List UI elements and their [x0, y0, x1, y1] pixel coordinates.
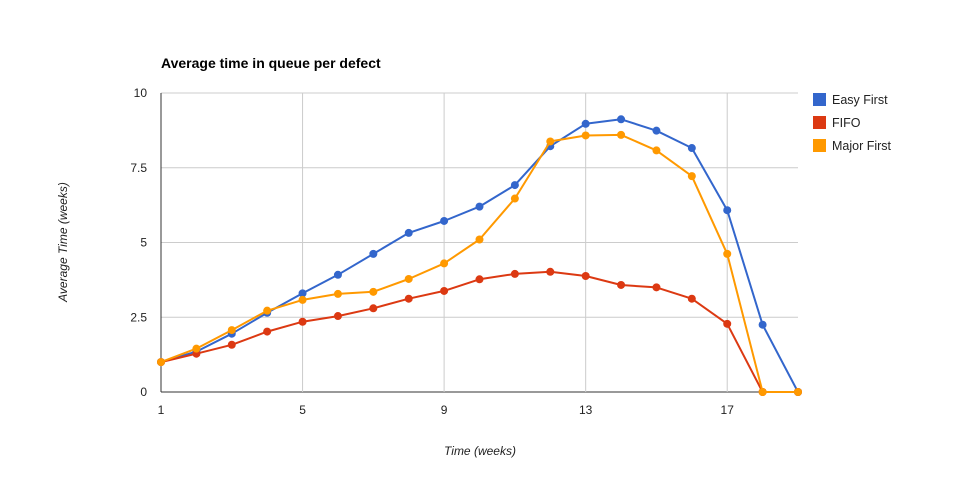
legend-swatch	[813, 116, 826, 129]
x-axis-title: Time (weeks)	[444, 444, 516, 458]
data-point-fifo[interactable]	[227, 340, 236, 349]
data-point-major-first[interactable]	[617, 130, 626, 139]
data-point-major-first[interactable]	[440, 259, 449, 268]
data-point-fifo[interactable]	[263, 327, 272, 336]
data-point-easy-first[interactable]	[723, 206, 732, 215]
data-point-major-first[interactable]	[475, 235, 484, 244]
y-axis-title: Average Time (weeks)	[56, 182, 70, 303]
data-point-major-first[interactable]	[546, 137, 555, 146]
legend-label: Easy First	[832, 93, 888, 107]
y-tick-label: 5	[140, 236, 147, 250]
legend-swatch	[813, 93, 826, 106]
data-point-easy-first[interactable]	[581, 119, 590, 128]
data-point-major-first[interactable]	[687, 172, 696, 181]
x-tick-label: 17	[721, 403, 735, 417]
x-tick-label: 1	[158, 403, 165, 417]
legend-item-major-first[interactable]: Major First	[813, 139, 892, 153]
data-point-major-first[interactable]	[227, 326, 236, 335]
data-point-fifo[interactable]	[475, 275, 484, 284]
data-point-fifo[interactable]	[581, 271, 590, 280]
data-point-easy-first[interactable]	[687, 144, 696, 153]
data-point-easy-first[interactable]	[652, 126, 661, 135]
data-point-easy-first[interactable]	[440, 216, 449, 225]
x-tick-label: 9	[441, 403, 448, 417]
data-point-fifo[interactable]	[333, 312, 342, 321]
tick-labels: 0 2.5 5 7.5 10 1 5 9 13 17	[130, 86, 734, 417]
data-point-fifo[interactable]	[510, 269, 519, 278]
data-point-easy-first[interactable]	[617, 115, 626, 124]
data-point-easy-first[interactable]	[298, 289, 307, 298]
data-point-major-first[interactable]	[298, 295, 307, 304]
data-point-major-first[interactable]	[581, 131, 590, 140]
data-point-major-first[interactable]	[192, 344, 201, 353]
data-point-fifo[interactable]	[617, 280, 626, 289]
data-point-major-first[interactable]	[510, 194, 519, 203]
legend-item-easy-first[interactable]: Easy First	[813, 93, 888, 107]
data-point-easy-first[interactable]	[369, 249, 378, 258]
data-point-easy-first[interactable]	[758, 320, 767, 329]
legend-label: Major First	[832, 139, 892, 153]
data-point-major-first[interactable]	[652, 146, 661, 155]
series-fifo	[157, 267, 802, 396]
y-tick-label: 2.5	[130, 310, 147, 324]
y-tick-label: 7.5	[130, 161, 147, 175]
chart-title: Average time in queue per defect	[161, 55, 381, 71]
data-point-major-first[interactable]	[758, 388, 767, 396]
x-tick-label: 5	[299, 403, 306, 417]
data-point-fifo[interactable]	[404, 294, 413, 303]
data-point-easy-first[interactable]	[333, 270, 342, 279]
data-point-fifo[interactable]	[687, 294, 696, 303]
series-line-fifo	[160, 270, 798, 393]
series-layer	[157, 115, 802, 396]
legend-item-fifo[interactable]: FIFO	[813, 116, 861, 130]
data-point-fifo[interactable]	[369, 304, 378, 313]
data-point-fifo[interactable]	[652, 283, 661, 292]
data-point-major-first[interactable]	[794, 388, 802, 396]
series-major-first	[157, 130, 802, 396]
data-point-fifo[interactable]	[440, 286, 449, 295]
series-line-major-first	[160, 133, 798, 393]
legend-swatch	[813, 139, 826, 152]
data-point-major-first[interactable]	[369, 287, 378, 296]
data-point-easy-first[interactable]	[475, 202, 484, 211]
y-tick-label: 0	[140, 385, 147, 399]
data-point-fifo[interactable]	[298, 317, 307, 326]
data-point-major-first[interactable]	[723, 249, 732, 258]
data-point-easy-first[interactable]	[510, 181, 519, 190]
legend-label: FIFO	[832, 116, 861, 130]
data-point-major-first[interactable]	[157, 358, 165, 367]
x-tick-label: 13	[579, 403, 593, 417]
data-point-major-first[interactable]	[404, 274, 413, 283]
data-point-easy-first[interactable]	[404, 228, 413, 237]
series-easy-first	[157, 115, 802, 396]
data-point-fifo[interactable]	[723, 319, 732, 328]
data-point-fifo[interactable]	[546, 267, 555, 276]
data-point-major-first[interactable]	[263, 306, 272, 315]
data-point-major-first[interactable]	[333, 289, 342, 298]
series-line-easy-first	[160, 118, 799, 393]
legend: Easy First FIFO Major First	[813, 93, 892, 153]
y-tick-label: 10	[134, 86, 148, 100]
